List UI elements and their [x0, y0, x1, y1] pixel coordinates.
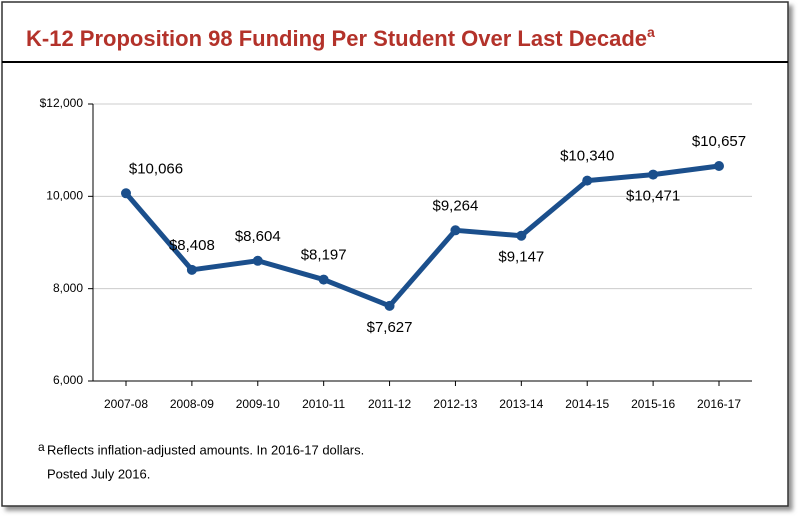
- frame: [1, 1, 789, 507]
- data-point: [714, 161, 724, 172]
- data-label: $8,604: [235, 228, 281, 245]
- posted-note: Posted July 2016.: [47, 466, 150, 481]
- data-point: [516, 230, 527, 241]
- data-label: $7,627: [367, 319, 413, 336]
- y-tick-label: $12,000: [40, 96, 84, 110]
- title-superscript: a: [647, 24, 655, 40]
- data-point: [252, 255, 263, 266]
- data-point: [121, 188, 131, 199]
- data-point: [384, 300, 395, 311]
- x-tick-label: 2010-11: [302, 397, 345, 411]
- footnote-marker: a: [38, 440, 45, 454]
- x-tick-label: 2008-09: [170, 397, 214, 411]
- data-label: $8,408: [169, 237, 215, 254]
- x-tick-label: 2015-16: [631, 397, 675, 411]
- data-label: $9,147: [498, 249, 544, 266]
- title-text: K-12 Proposition 98 Funding Per Student …: [26, 26, 647, 51]
- data-point: [450, 225, 461, 236]
- x-tick-label: 2012-13: [433, 397, 477, 411]
- data-point: [648, 169, 659, 180]
- y-tick-label: 10,000: [46, 189, 83, 203]
- data-label: $10,340: [560, 148, 614, 165]
- data-label: $10,066: [129, 160, 183, 177]
- data-label: $10,657: [692, 133, 746, 150]
- chart-title: K-12 Proposition 98 Funding Per Student …: [26, 24, 655, 51]
- data-point: [186, 264, 197, 275]
- data-line: [124, 163, 720, 309]
- data-label: $9,264: [432, 197, 478, 214]
- x-tick-label: 2013-14: [499, 397, 543, 411]
- x-tick-label: 2016-17: [697, 397, 741, 411]
- data-label: $10,471: [626, 188, 680, 205]
- x-tick-label: 2009-10: [236, 397, 280, 411]
- footnote: Reflects inflation-adjusted amounts. In …: [47, 442, 364, 457]
- y-tick-label: 8,000: [53, 281, 83, 295]
- data-point: [582, 175, 593, 186]
- y-tick-label: 6,000: [53, 373, 83, 387]
- data-label: $8,197: [301, 247, 347, 264]
- x-tick-label: 2014-15: [565, 397, 609, 411]
- x-tick-label: 2011-12: [368, 397, 411, 411]
- x-tick-label: 2007-08: [104, 397, 148, 411]
- data-point: [318, 274, 329, 285]
